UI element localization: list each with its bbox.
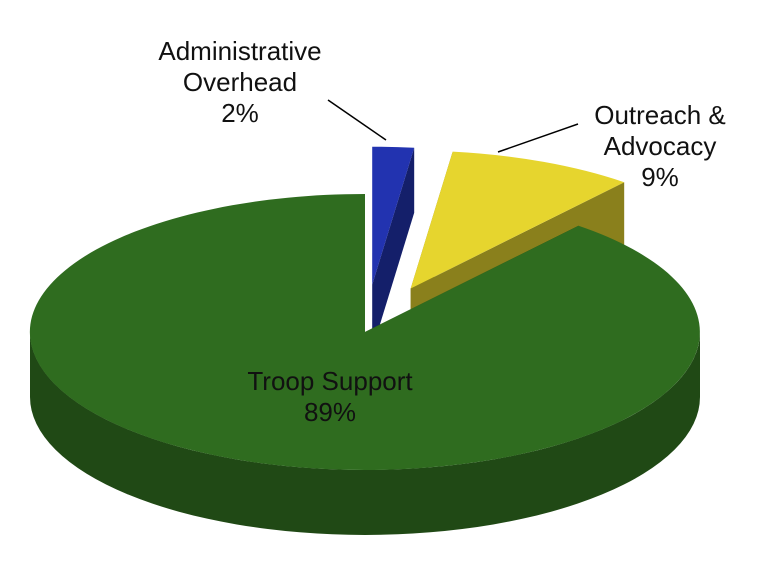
slice-label: Troop Support 89% <box>180 366 480 428</box>
slice <box>372 146 415 285</box>
leader-line <box>327 99 387 141</box>
leader-line <box>497 123 579 153</box>
slice <box>29 193 700 471</box>
slice-label: Administrative Overhead 2% <box>135 36 345 129</box>
value-label: 9% <box>641 162 679 192</box>
slices <box>29 146 700 535</box>
slice-cut-face <box>372 147 415 350</box>
category-label: Outreach & Advocacy <box>594 100 726 161</box>
category-label: Administrative Overhead <box>158 36 322 97</box>
value-label: 89% <box>303 397 357 427</box>
slice-side <box>30 332 700 535</box>
value-label: 2% <box>221 98 259 128</box>
category-label: Troop Support <box>247 366 413 396</box>
slice <box>410 151 625 289</box>
slice-label: Outreach & Advocacy 9% <box>560 100 760 193</box>
